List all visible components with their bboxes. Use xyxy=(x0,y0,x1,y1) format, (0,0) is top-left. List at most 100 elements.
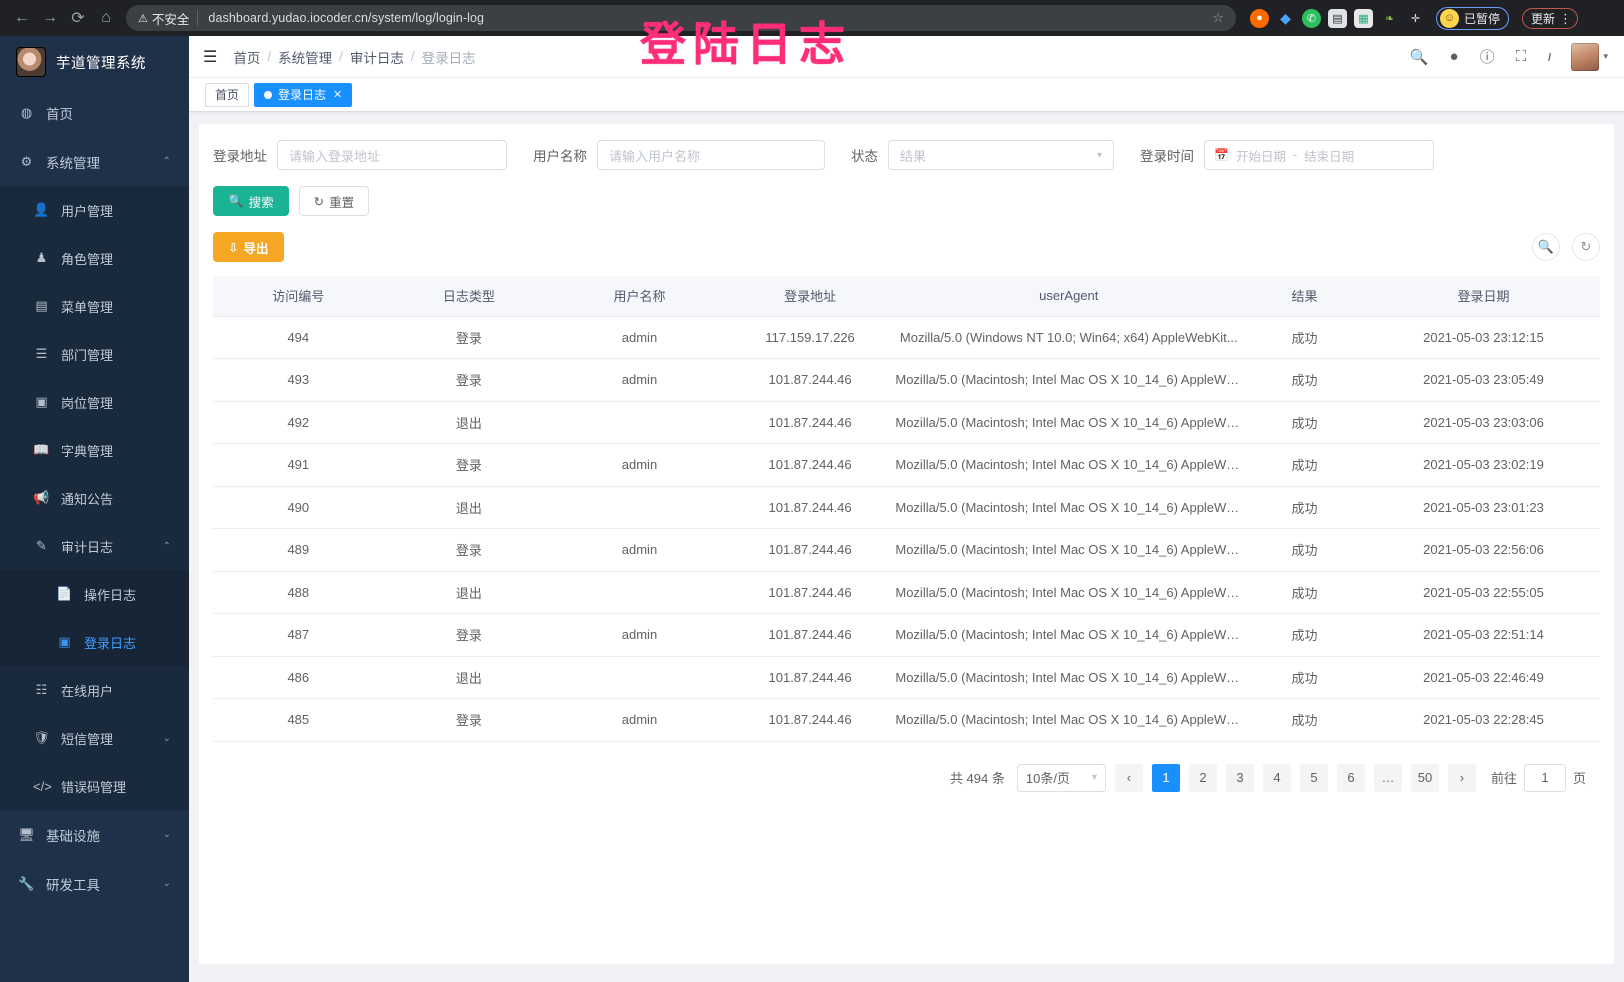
breadcrumb-item-2[interactable]: 审计日志 xyxy=(349,50,404,66)
cell-result: 成功 xyxy=(1242,316,1367,359)
sidebar-item-sms[interactable]: 🛡 短信管理 ⌄ xyxy=(0,714,189,762)
search-icon[interactable]: 🔍 xyxy=(1409,48,1429,66)
ubuntu-extension-icon[interactable]: ● xyxy=(1250,8,1269,28)
leaf-extension-icon[interactable]: ❧ xyxy=(1384,12,1395,25)
diamond-extension-icon[interactable]: ◆ xyxy=(1280,9,1291,26)
sidebar-item-online-users[interactable]: ☷ 在线用户 xyxy=(0,666,189,714)
breadcrumb-item-1[interactable]: 系统管理 xyxy=(278,50,333,66)
table-row[interactable]: 492 退出 101.87.244.46 Mozilla/5.0 (Macintosh… xyxy=(213,401,1600,444)
tag-home[interactable]: 首页 xyxy=(205,82,250,107)
paused-status-badge[interactable]: ☺ 已暂停 xyxy=(1436,6,1510,30)
pagination-page-6[interactable]: 6 xyxy=(1336,763,1365,792)
sidebar-item-menus[interactable]: ▤ 菜单管理 xyxy=(0,282,189,330)
reload-icon[interactable]: ⟳ xyxy=(71,10,85,27)
reset-button[interactable]: ↻ 重置 xyxy=(298,186,370,216)
sidebar-logo[interactable]: 芋道管理系统 xyxy=(0,36,189,88)
page-size-select[interactable]: 10条/页 ▾ xyxy=(1016,763,1106,792)
pagination-page-4[interactable]: 4 xyxy=(1262,763,1291,792)
breadcrumb-item-0[interactable]: 首页 xyxy=(233,50,261,66)
col-header-ip[interactable]: 登录地址 xyxy=(724,276,896,317)
sidebar-item-operation-log[interactable]: 📄 操作日志 xyxy=(0,570,189,618)
pagination-next-button[interactable]: › xyxy=(1447,763,1476,792)
table-row[interactable]: 488 退出 101.87.244.46 Mozilla/5.0 (Macintosh… xyxy=(213,571,1600,614)
font-size-icon[interactable]: 𝚤 xyxy=(1547,48,1551,65)
edit-doc-icon: ✎ xyxy=(36,538,47,553)
table-row[interactable]: 490 退出 101.87.244.46 Mozilla/5.0 (Macintosh… xyxy=(213,486,1600,529)
home-icon[interactable]: ⌂ xyxy=(101,9,111,26)
not-secure-label: 不安全 xyxy=(151,12,190,27)
close-icon[interactable]: ✕ xyxy=(333,89,343,101)
refresh-table-icon[interactable]: ↻ xyxy=(1572,233,1600,261)
login-log-table: 访问编号 日志类型 用户名称 登录地址 userAgent 结果 登录日期 49… xyxy=(213,276,1600,742)
update-button[interactable]: 更新 ⋮ xyxy=(1522,7,1579,29)
sidebar-item-notices[interactable]: 📢 通知公告 xyxy=(0,474,189,522)
table-row[interactable]: 491 登录 admin 101.87.244.46 Mozilla/5.0 (Maci… xyxy=(213,443,1600,487)
puzzle-extension-icon[interactable]: ✛ xyxy=(1410,12,1421,25)
sidebar-item-login-log[interactable]: ▣ 登录日志 xyxy=(0,618,189,666)
login-time-daterange[interactable]: 📅 开始日期 - 结束日期 xyxy=(1204,140,1434,170)
address-bar[interactable]: ⚠ 不安全 dashboard.yudao.iocoder.cn/system/… xyxy=(126,5,1236,31)
help-icon[interactable]: ⓘ xyxy=(1479,49,1495,66)
col-header-id[interactable]: 访问编号 xyxy=(213,276,384,317)
pagination-ellipsis[interactable]: … xyxy=(1373,763,1402,792)
table-row[interactable]: 486 退出 101.87.244.46 Mozilla/5.0 (Macintosh… xyxy=(213,656,1600,699)
sidebar-item-dev-tools[interactable]: 🔧 研发工具 ⌄ xyxy=(0,859,189,908)
col-header-useragent[interactable]: userAgent xyxy=(895,276,1243,317)
sidebar-item-departments[interactable]: ☰ 部门管理 xyxy=(0,330,189,378)
megaphone-icon: 📢 xyxy=(33,490,50,505)
sidebar-item-system[interactable]: ⚙ 系统管理 ⌃ xyxy=(0,137,189,186)
user-icon: 👤 xyxy=(33,202,50,217)
cell-type: 退出 xyxy=(383,571,555,614)
notes-extension-icon[interactable]: ▦ xyxy=(1354,8,1373,28)
tag-login-log[interactable]: 登录日志 ✕ xyxy=(254,82,353,107)
wechat-extension-icon[interactable]: ✆ xyxy=(1302,8,1321,28)
pagination-prev-button[interactable]: ‹ xyxy=(1114,763,1143,792)
col-header-user[interactable]: 用户名称 xyxy=(554,276,725,317)
pagination: 共 494 条 10条/页 ▾ ‹ 1 2 3 4 5 6 … 50 › xyxy=(213,763,1600,792)
export-button[interactable]: ⇩ 导出 xyxy=(213,232,284,262)
fullscreen-icon[interactable]: ⛶ xyxy=(1515,48,1527,65)
sidebar-item-home[interactable]: ◍ 首页 xyxy=(0,88,189,137)
sidebar-item-dictionary[interactable]: 📖 字典管理 xyxy=(0,426,189,474)
back-arrow-icon[interactable]: ← xyxy=(14,9,30,26)
sidebar-item-positions[interactable]: ▣ 岗位管理 xyxy=(0,378,189,426)
sidebar-item-audit-log[interactable]: ✎ 审计日志 ⌃ xyxy=(0,522,189,570)
table-row[interactable]: 493 登录 admin 101.87.244.46 Mozilla/5.0 (Maci… xyxy=(213,358,1600,402)
cell-result: 成功 xyxy=(1242,443,1367,487)
pagination-page-3[interactable]: 3 xyxy=(1225,763,1254,792)
login-address-input[interactable]: 请输入登录地址 xyxy=(277,140,507,170)
col-header-date[interactable]: 登录日期 xyxy=(1366,276,1600,317)
sidebar-item-error-code[interactable]: </> 错误码管理 xyxy=(0,762,189,810)
kebab-menu-icon[interactable]: ⋮ xyxy=(1559,10,1573,26)
pagination-page-5[interactable]: 5 xyxy=(1299,763,1328,792)
col-header-type[interactable]: 日志类型 xyxy=(383,276,555,317)
sidebar-item-infrastructure[interactable]: 🖥 基础设施 ⌄ xyxy=(0,810,189,859)
status-select[interactable]: 结果 ▾ xyxy=(888,140,1114,170)
hamburger-menu-icon[interactable]: ☰ xyxy=(203,48,218,66)
pagination-page-1[interactable]: 1 xyxy=(1151,763,1180,792)
star-icon[interactable]: ☆ xyxy=(1212,10,1224,25)
github-icon[interactable]: ● xyxy=(1449,48,1459,65)
cell-result: 成功 xyxy=(1242,528,1367,572)
search-button[interactable]: 🔍 搜索 xyxy=(213,186,289,216)
toggle-search-icon[interactable]: 🔍 xyxy=(1532,233,1560,261)
table-row[interactable]: 494 登录 admin 117.159.17.226 Mozilla/5.0 (Win… xyxy=(213,316,1600,359)
forward-arrow-icon[interactable]: → xyxy=(42,9,58,26)
table-row[interactable]: 489 登录 admin 101.87.244.46 Mozilla/5.0 (Maci… xyxy=(213,528,1600,572)
avatar[interactable]: ▾ xyxy=(1571,42,1608,71)
jump-page-input[interactable]: 1 xyxy=(1523,763,1566,792)
cell-id: 492 xyxy=(213,401,384,444)
col-header-result[interactable]: 结果 xyxy=(1242,276,1367,317)
table-row[interactable]: 487 登录 admin 101.87.244.46 Mozilla/5.0 (Maci… xyxy=(213,613,1600,657)
sidebar-item-users[interactable]: 👤 用户管理 xyxy=(0,186,189,234)
username-input[interactable]: 请输入用户名称 xyxy=(597,140,825,170)
translate-extension-icon[interactable]: ▤ xyxy=(1328,8,1347,28)
calendar-icon: 📅 xyxy=(1214,148,1229,162)
sidebar-item-roles[interactable]: ♟ 角色管理 xyxy=(0,234,189,282)
sidebar-item-label: 通知公告 xyxy=(61,491,114,507)
select-placeholder: 结果 xyxy=(900,148,927,164)
cell-useragent: Mozilla/5.0 (Macintosh; Intel Mac OS X 1… xyxy=(895,571,1243,614)
table-row[interactable]: 485 登录 admin 101.87.244.46 Mozilla/5.0 (Maci… xyxy=(213,698,1600,742)
pagination-page-2[interactable]: 2 xyxy=(1188,763,1217,792)
pagination-page-last[interactable]: 50 xyxy=(1410,763,1439,792)
